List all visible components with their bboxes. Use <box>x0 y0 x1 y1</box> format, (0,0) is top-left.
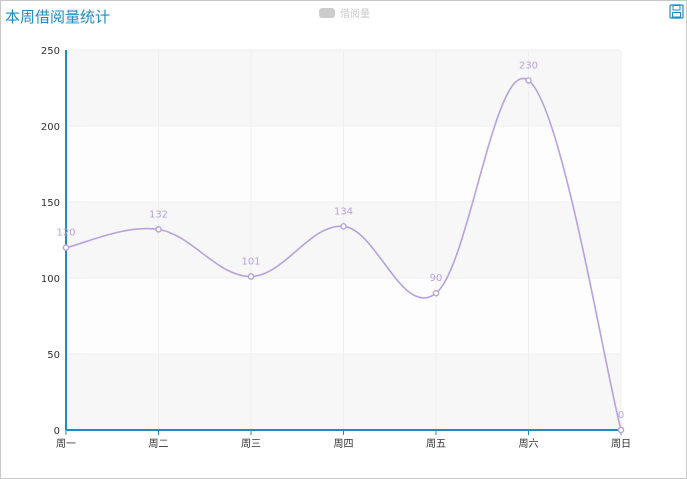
data-point[interactable] <box>62 244 70 251</box>
x-tick-label: 周五 <box>426 438 446 450</box>
data-point[interactable] <box>340 223 347 230</box>
data-label: 230 <box>519 60 538 71</box>
x-tick-label: 周一 <box>56 438 76 450</box>
data-label: 90 <box>430 273 443 284</box>
y-tick-label: 200 <box>41 122 60 133</box>
save-icon <box>669 4 684 19</box>
x-tick-label: 周日 <box>611 438 631 450</box>
y-tick-label: 150 <box>41 198 60 209</box>
data-label: 134 <box>334 206 353 217</box>
save-as-image-button[interactable] <box>669 4 684 19</box>
data-point[interactable] <box>432 289 440 297</box>
y-tick-label: 0 <box>54 426 60 437</box>
data-point[interactable] <box>247 273 255 280</box>
series-line <box>65 77 622 431</box>
x-tick-label: 周四 <box>334 438 354 450</box>
data-point[interactable] <box>155 226 162 233</box>
data-label: 0 <box>618 410 624 421</box>
x-tick-label: 周三 <box>241 438 261 450</box>
y-tick-label: 100 <box>41 274 60 285</box>
legend-label: 借阅量 <box>340 9 370 20</box>
data-point[interactable] <box>525 77 532 84</box>
legend-item[interactable]: 借阅量 <box>319 5 370 20</box>
x-tick-label: 周二 <box>149 438 169 450</box>
data-label: 120 <box>56 228 75 239</box>
y-tick-label: 250 <box>41 46 60 57</box>
y-tick-label: 50 <box>47 350 60 361</box>
x-tick-label: 周六 <box>519 438 539 450</box>
legend-swatch <box>319 7 335 18</box>
chart-title: 本周借阅量统计 <box>5 8 111 26</box>
data-label: 132 <box>149 209 168 220</box>
data-point[interactable] <box>617 426 625 434</box>
data-label: 101 <box>241 256 260 267</box>
